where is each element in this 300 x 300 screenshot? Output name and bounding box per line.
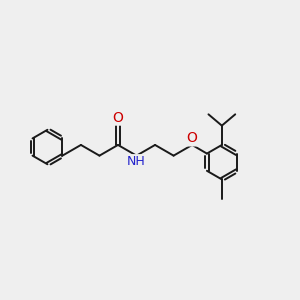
Text: O: O [112, 111, 123, 124]
Text: O: O [187, 131, 198, 146]
Text: NH: NH [127, 155, 146, 168]
